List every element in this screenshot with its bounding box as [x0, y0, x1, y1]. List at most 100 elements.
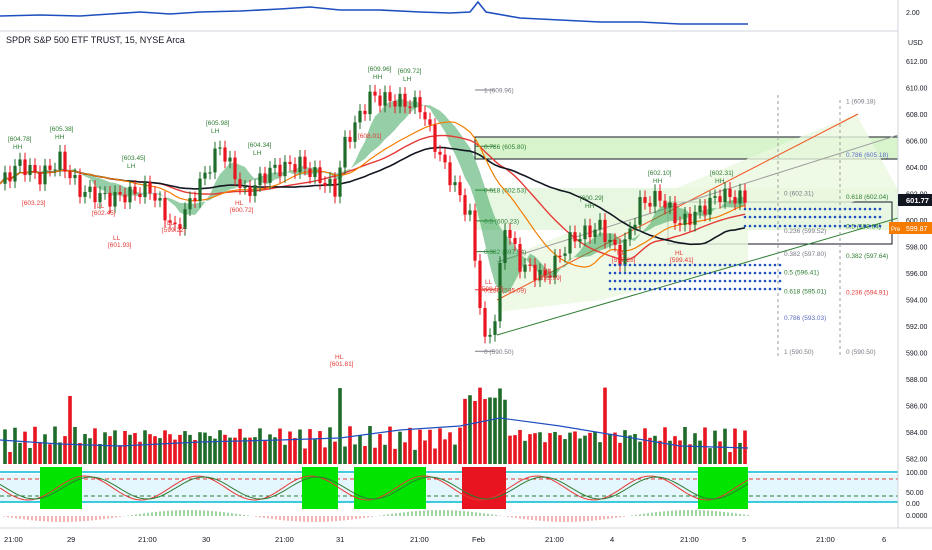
volume-bar [93, 428, 97, 464]
swing-price: [604.34] [248, 142, 272, 149]
fib-label-right2: 0.786 (605.18) [846, 152, 888, 159]
support-dot [623, 271, 627, 275]
support-dot [783, 215, 787, 219]
support-dot [828, 207, 832, 211]
volume-bar [668, 440, 672, 464]
support-dot [743, 279, 747, 283]
volume-bar [208, 436, 212, 464]
candle-body [348, 136, 352, 142]
support-dot [803, 215, 807, 219]
price-tick: 590.00 [906, 351, 928, 358]
support-dot [838, 207, 842, 211]
volume-bar [693, 433, 697, 464]
candle-body [108, 192, 112, 207]
fib-label-right1: 0 (602.31) [784, 191, 814, 198]
support-dot [663, 271, 667, 275]
support-dot [618, 287, 622, 291]
volume-bar [553, 431, 557, 464]
support-dot [753, 279, 757, 283]
candle-body [73, 175, 77, 179]
support-dot [613, 279, 617, 283]
time-tick: 6 [882, 535, 886, 544]
candle-body [618, 244, 622, 266]
volume-bar [708, 448, 712, 464]
volume-bar [123, 431, 127, 464]
candle-body [23, 159, 27, 176]
support-dot [728, 287, 732, 291]
support-dot [658, 287, 662, 291]
swing-tag: HH [373, 74, 383, 81]
support-dot [613, 287, 617, 291]
support-dot [818, 215, 822, 219]
candle-body [553, 255, 557, 278]
support-dot [638, 263, 642, 267]
time-axis[interactable]: 21:00 29 21:00 30 21:00 31 21:00 Feb 21:00 4 21:00… [4, 535, 886, 544]
candle-body [603, 219, 607, 242]
volume-bar [148, 434, 152, 464]
support-dot [663, 263, 667, 267]
support-dot [763, 207, 767, 211]
support-dot [638, 287, 642, 291]
swing-price: [604.78] [8, 136, 32, 143]
volume-bar [363, 445, 367, 464]
support-dot [768, 279, 772, 283]
support-dot [763, 224, 767, 228]
support-dot [848, 207, 852, 211]
support-dot [703, 287, 707, 291]
candle-body [678, 223, 682, 225]
support-dot [703, 263, 707, 267]
support-dot [748, 207, 752, 211]
fib-label-right1: 0.5 (596.41) [784, 270, 819, 277]
support-dot [668, 287, 672, 291]
swing-price: [609.96] [368, 66, 392, 73]
support-dot [868, 224, 872, 228]
support-dot [673, 279, 677, 283]
price-axis[interactable]: 2.00USD612.00610.00608.00606.00604.00602… [889, 10, 932, 520]
volume-bar [183, 431, 187, 464]
candle-body [533, 264, 537, 281]
support-dot [683, 271, 687, 275]
volume-bar [258, 428, 262, 464]
time-tick: 21:00 [410, 535, 429, 544]
swing-price: [609.72] [398, 68, 422, 75]
support-dot [668, 271, 672, 275]
support-dot [728, 263, 732, 267]
candle-body [58, 151, 62, 170]
volume-bar [683, 426, 687, 464]
price-tick: 612.00 [906, 59, 928, 66]
volume-bar [428, 429, 432, 464]
support-dot [878, 207, 882, 211]
swing-tag: HL [543, 268, 552, 275]
candle-body [573, 232, 577, 242]
volume-bar [613, 432, 617, 464]
volume-bar [153, 436, 157, 464]
support-dot [753, 207, 757, 211]
support-dot [848, 215, 852, 219]
volume-bar [63, 436, 67, 464]
swing-labels: [604.78]HH[605.38]HH[603.45]LH[605.98]LH… [8, 66, 734, 368]
time-tick: 21:00 [4, 535, 23, 544]
swing-price: [590.50] [480, 286, 504, 293]
volume-bar [128, 434, 132, 464]
support-dot [758, 271, 762, 275]
support-dot [638, 279, 642, 283]
support-dot [658, 279, 662, 283]
support-dot [838, 215, 842, 219]
candle-body [503, 230, 507, 264]
support-dot [768, 224, 772, 228]
swing-tag: LH [127, 163, 136, 170]
swing-price: [603.23] [22, 200, 46, 207]
volume-bar [723, 428, 727, 464]
volume-bar [738, 442, 742, 464]
support-dot [748, 215, 752, 219]
support-dot [718, 287, 722, 291]
pre-price-label: 599.87 [906, 226, 928, 233]
candle-body [293, 164, 297, 173]
support-dot [768, 207, 772, 211]
support-dot [723, 279, 727, 283]
volume-bar [143, 430, 147, 464]
support-dot [793, 207, 797, 211]
candle-body [563, 253, 567, 256]
osc-zone-5 [698, 467, 748, 509]
